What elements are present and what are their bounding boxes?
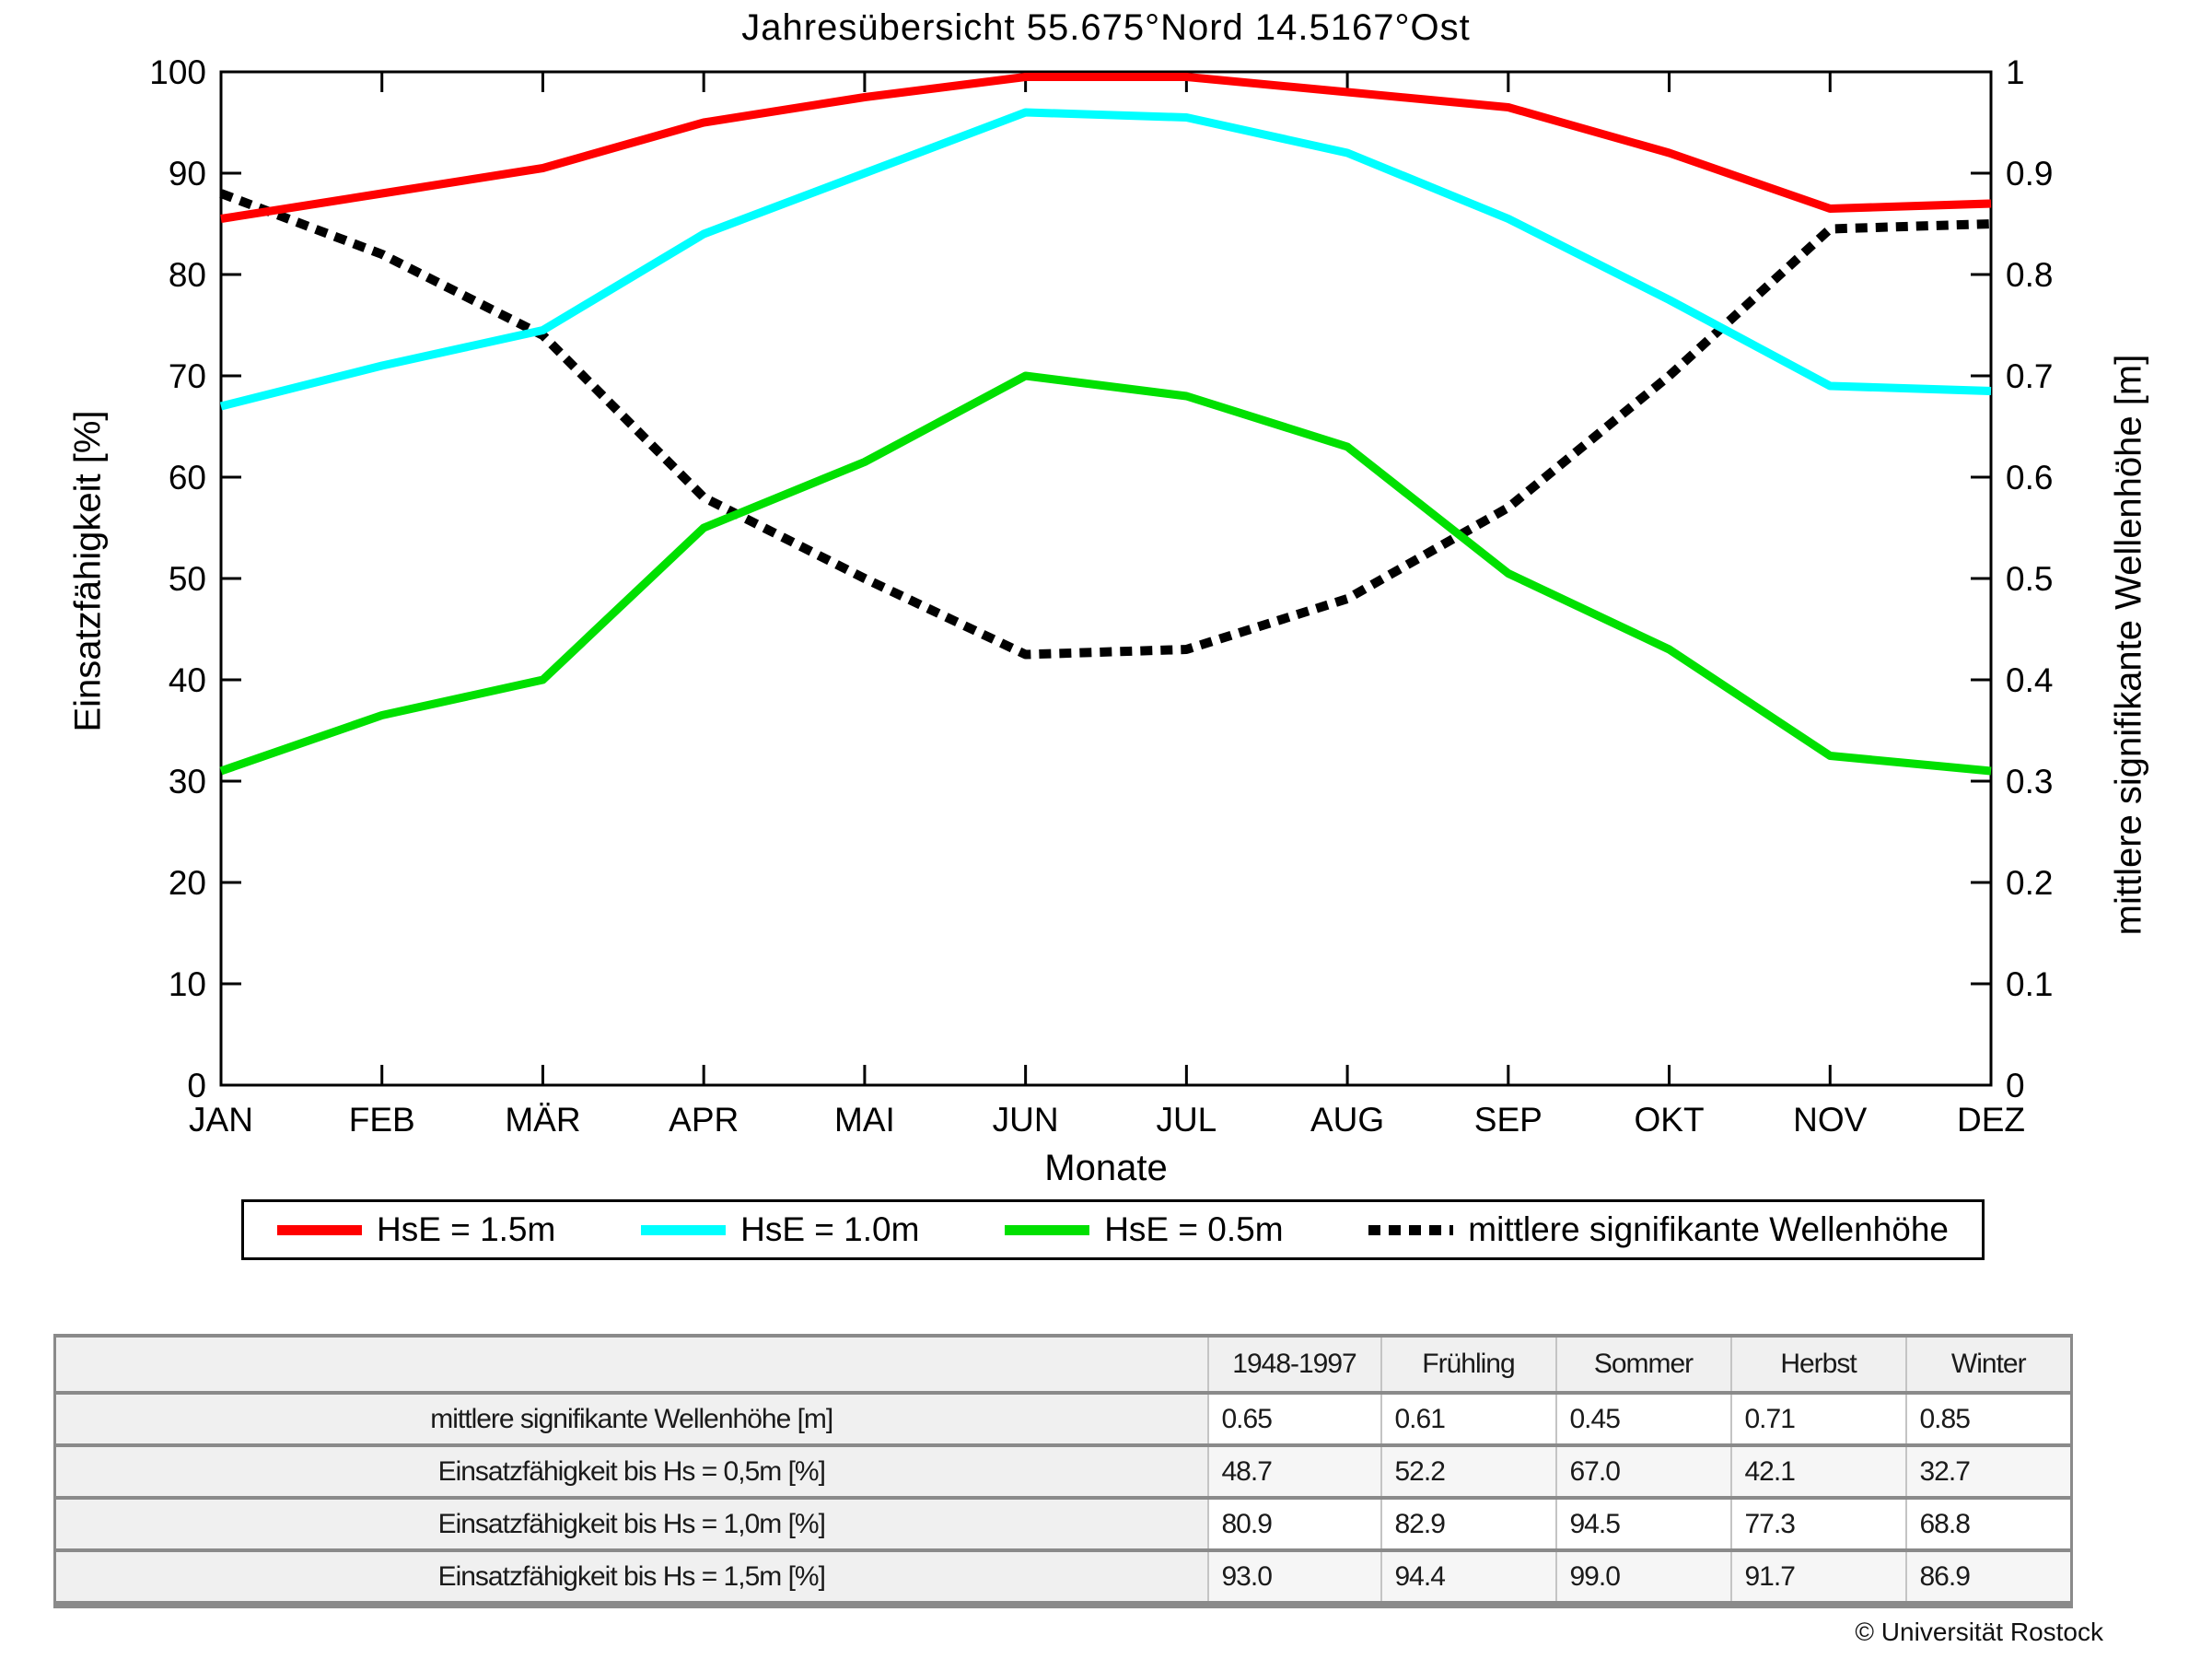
table-cell: 77.3	[1729, 1496, 1907, 1552]
table-cell: 52.2	[1380, 1443, 1557, 1500]
series-line-mittlere-signifikante-wellenh-he	[219, 189, 1992, 660]
legend-swatch-solid	[1005, 1224, 1090, 1235]
legend-swatch-dotted	[1368, 1224, 1454, 1235]
table-cell: 0.71	[1729, 1391, 1907, 1447]
x-tick-label: JUL	[1156, 1101, 1217, 1139]
table-cell: 94.4	[1380, 1548, 1557, 1606]
y-tick-label-right: 0.9	[2006, 155, 2053, 193]
table-row-label: Einsatzfähigkeit bis Hs = 0,5m [%]	[53, 1443, 1209, 1500]
legend-item: mittlere signifikante Wellenhöhe	[1368, 1210, 1949, 1249]
series-line-hse-1-0m	[219, 108, 1992, 411]
table-header-row: 1948-1997 Frühling Sommer Herbst Winter	[53, 1334, 2073, 1395]
table-cell: 86.9	[1904, 1548, 2073, 1606]
x-tick-label: SEP	[1474, 1101, 1543, 1139]
table-cell: 93.0	[1206, 1548, 1382, 1606]
table-cell: 99.0	[1554, 1548, 1732, 1606]
legend-swatch-solid	[641, 1224, 727, 1235]
y-tick-label-right: 0.2	[2006, 864, 2053, 902]
legend-label: HsE = 1.5m	[377, 1210, 556, 1248]
plot-frame	[219, 70, 1993, 1087]
table-cell: 0.45	[1554, 1391, 1732, 1447]
x-tick-label: APR	[669, 1101, 739, 1139]
table-header-empty	[53, 1334, 1209, 1395]
series-line-hse-0-5m	[219, 371, 1992, 776]
table-header-cell: Frühling	[1380, 1334, 1557, 1395]
x-axis-label: Monate	[1044, 1148, 1168, 1188]
table-cell: 32.7	[1904, 1443, 2073, 1500]
y-tick-label-right: 0.4	[2006, 661, 2053, 699]
x-tick-label: JAN	[189, 1101, 253, 1139]
x-tick-label: DEZ	[1957, 1101, 2025, 1139]
y-tick-label-right: 0.6	[2006, 459, 2053, 497]
series-line-hse-1-5m	[220, 73, 1992, 223]
y-tick-label-right: 0.5	[2006, 560, 2053, 598]
y-tick-label-left: 0	[187, 1067, 206, 1104]
y-tick-label-left: 20	[169, 864, 206, 902]
table-cell: 82.9	[1380, 1496, 1557, 1552]
legend-swatch-solid	[277, 1224, 362, 1235]
table-row: Einsatzfähigkeit bis Hs = 1,5m [%] 93.0 94…	[53, 1548, 2073, 1606]
x-tick-label: NOV	[1793, 1101, 1868, 1139]
legend-item: HsE = 1.0m	[641, 1210, 919, 1249]
legend-label: mittlere signifikante Wellenhöhe	[1468, 1210, 1949, 1248]
table-row-label: Einsatzfähigkeit bis Hs = 1,5m [%]	[53, 1548, 1209, 1606]
table-cell: 94.5	[1554, 1496, 1732, 1552]
x-tick-label: AUG	[1310, 1101, 1384, 1139]
table-cell: 0.85	[1904, 1391, 2073, 1447]
y-axis-label-right: mittlere signifikante Wellenhöhe [m]	[2108, 354, 2149, 936]
table-cell: 42.1	[1729, 1443, 1907, 1500]
y-axis-label-left: Einsatzfähigkeit [%]	[67, 410, 109, 732]
x-tick-label: OKT	[1635, 1101, 1705, 1139]
y-tick-label-left: 30	[169, 763, 206, 800]
table-row-label: mittlere signifikante Wellenhöhe [m]	[53, 1391, 1209, 1447]
table-cell: 48.7	[1206, 1443, 1382, 1500]
x-tick-label: MAI	[834, 1101, 895, 1139]
y-tick-label-left: 60	[169, 459, 206, 497]
y-tick-label-right: 0.8	[2006, 256, 2053, 294]
table-cell: 0.61	[1380, 1391, 1557, 1447]
table-cell: 68.8	[1904, 1496, 2073, 1552]
data-table: 1948-1997 Frühling Sommer Herbst Winter mittl…	[53, 1334, 2073, 1608]
chart-legend: HsE = 1.5m HsE = 1.0m HsE = 0.5m mittlere s…	[241, 1199, 1985, 1260]
table-header-cell: Winter	[1904, 1334, 2073, 1395]
y-tick-label-left: 50	[169, 560, 206, 598]
x-tick-label: MÄR	[505, 1101, 580, 1139]
page-title: Jahresübersicht 55.675°Nord 14.5167°Ost	[741, 7, 1471, 48]
legend-item: HsE = 1.5m	[277, 1210, 555, 1249]
table-row: Einsatzfähigkeit bis Hs = 1,0m [%] 80.9 82…	[53, 1496, 2073, 1552]
y-tick-label-left: 70	[169, 357, 206, 395]
y-tick-label-right: 0.3	[2006, 763, 2053, 800]
chart-canvas: JAN FEB MÄR APR MAI JUN JUL AUG SEP OKT NOV DEZ0102…	[149, 53, 2053, 1139]
y-tick-label-left: 80	[169, 256, 206, 294]
legend-item: HsE = 0.5m	[1005, 1210, 1284, 1249]
table-header-cell: Herbst	[1729, 1334, 1907, 1395]
y-tick-label-right: 1	[2006, 53, 2025, 91]
y-tick-label-right: 0.1	[2006, 965, 2053, 1003]
y-tick-label-right: 0.7	[2006, 357, 2053, 395]
table-cell: 80.9	[1206, 1496, 1382, 1552]
x-tick-label: FEB	[349, 1101, 415, 1139]
legend-label: HsE = 1.0m	[740, 1210, 920, 1248]
y-tick-label-left: 100	[149, 53, 206, 91]
y-tick-label-right: 0	[2006, 1067, 2025, 1104]
table-row: Einsatzfähigkeit bis Hs = 0,5m [%] 48.7 52…	[53, 1443, 2073, 1500]
table-cell: 67.0	[1554, 1443, 1732, 1500]
legend-label: HsE = 0.5m	[1104, 1210, 1284, 1248]
table-row-label: Einsatzfähigkeit bis Hs = 1,0m [%]	[53, 1496, 1209, 1552]
table-header-cell: Sommer	[1554, 1334, 1732, 1395]
table-header-cell: 1948-1997	[1206, 1334, 1382, 1395]
table-cell: 0.65	[1206, 1391, 1382, 1447]
y-tick-label-left: 40	[169, 661, 206, 699]
table-row: mittlere signifikante Wellenhöhe [m] 0.65…	[53, 1391, 2073, 1447]
x-tick-label: JUN	[993, 1101, 1059, 1139]
table-cell: 91.7	[1729, 1548, 1907, 1606]
y-tick-label-left: 90	[169, 155, 206, 193]
copyright: © Universität Rostock	[1855, 1618, 2103, 1646]
y-tick-label-left: 10	[169, 965, 206, 1003]
